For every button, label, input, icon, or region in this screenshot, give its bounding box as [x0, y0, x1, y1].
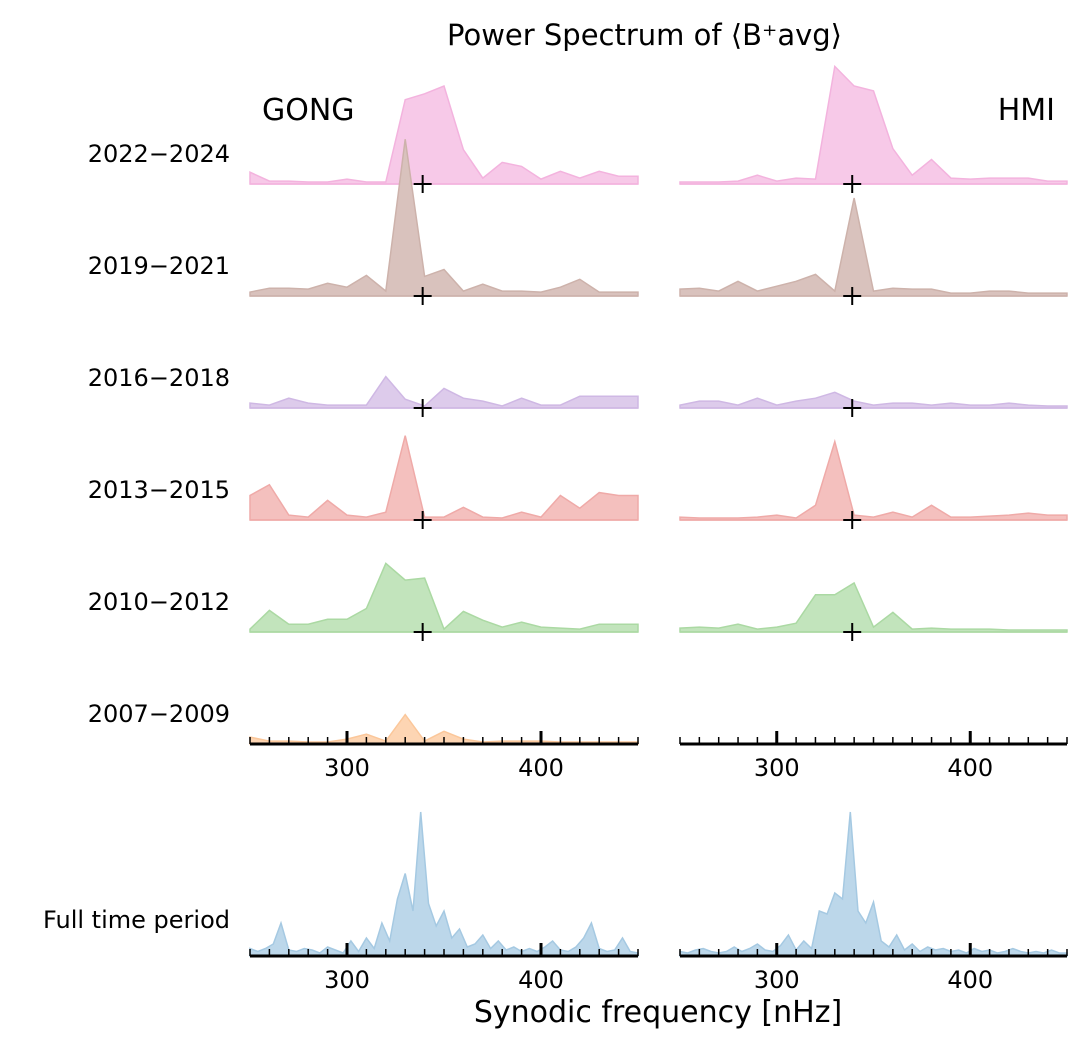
spectrum-area-gong-row-0	[249, 84, 639, 185]
title-main: Power Spectrum of ⟨B⁺avg⟩	[447, 18, 842, 52]
marker-plus-gong-row-2	[413, 399, 432, 417]
row-label-4: 2010−2012	[88, 588, 230, 616]
x-axis-lower-hmi-tick-label-300: 300	[754, 966, 800, 994]
spectrum-area-hmi-row-1	[679, 197, 1068, 297]
marker-plus-hmi-row-4	[843, 623, 862, 641]
row-label-2: 2016−2018	[88, 364, 230, 392]
column-label-hmi: HMI	[998, 93, 1055, 128]
x-axis-lower-gong-tick-label-400: 400	[518, 966, 564, 994]
x-axis-upper-hmi-tick-label-400: 400	[947, 754, 993, 782]
x-axis-lower-gong-tick-label-300: 300	[324, 966, 370, 994]
marker-plus-hmi-row-0	[843, 175, 862, 193]
chart-title: Power Spectrum of ⟨B⁺avg⟩	[447, 18, 842, 52]
spectrum-area-hmi-full-period	[679, 811, 1068, 957]
marker-plus-hmi-row-3	[843, 511, 862, 529]
marker-plus-hmi-row-2	[843, 399, 862, 417]
spectrum-area-gong-row-4	[249, 562, 639, 633]
x-axis-upper-gong-tick-label-300: 300	[324, 754, 370, 782]
row-label-0: 2022−2024	[88, 140, 230, 168]
row-label-full-period: Full time period	[43, 906, 230, 934]
spectrum-area-gong-full-period	[249, 811, 639, 957]
spectrum-area-gong-row-3	[249, 435, 639, 521]
marker-plus-hmi-row-1	[843, 287, 862, 305]
x-axis-lower-hmi-tick-label-400: 400	[947, 966, 993, 994]
spectrum-area-hmi-row-0	[679, 64, 1068, 185]
row-label-1: 2019−2021	[88, 252, 230, 280]
spectrum-area-hmi-row-2	[679, 391, 1068, 409]
x-axis-label: Synodic frequency [nHz]	[474, 995, 842, 1030]
row-label-3: 2013−2015	[88, 476, 230, 504]
column-label-gong: GONG	[262, 93, 355, 128]
spectrum-area-gong-row-2	[249, 375, 639, 409]
spectrum-area-hmi-row-4	[679, 581, 1068, 633]
marker-plus-gong-row-1	[413, 287, 432, 305]
marker-plus-gong-row-3	[413, 511, 432, 529]
spectrum-panels: 2022−2024 2019−2021 2016−2018 2013−2015 2010…	[43, 64, 1068, 994]
marker-plus-gong-row-0	[413, 175, 432, 193]
spectrum-area-gong-row-1	[249, 139, 639, 297]
marker-plus-gong-row-4	[413, 623, 432, 641]
spectrum-area-hmi-row-3	[679, 438, 1068, 521]
x-axis-upper-hmi-tick-label-300: 300	[754, 754, 800, 782]
x-axis-upper-gong-tick-label-400: 400	[518, 754, 564, 782]
row-label-5: 2007−2009	[88, 700, 230, 728]
